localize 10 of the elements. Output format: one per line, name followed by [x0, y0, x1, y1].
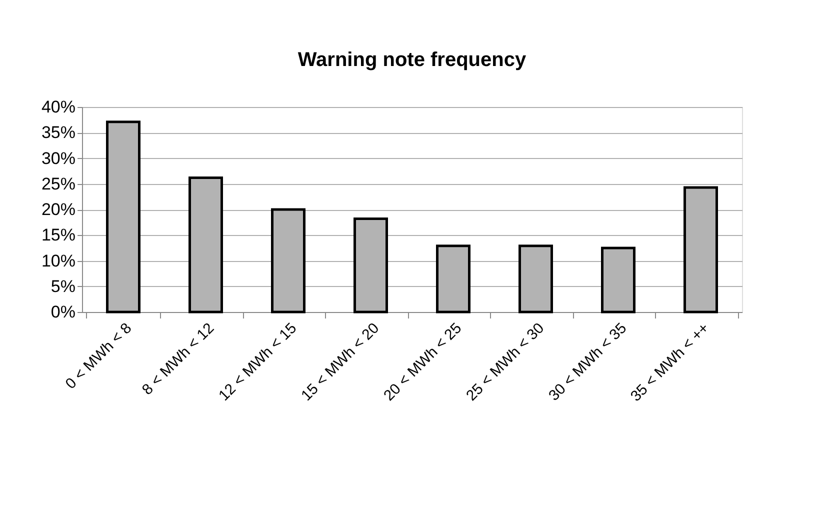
y-tick-label: 5% [50, 276, 76, 296]
y-tick-label: 10% [41, 251, 76, 270]
y-tick-label: 25% [41, 174, 76, 194]
y-tick-label: 40% [41, 98, 76, 116]
y-tick-label: 35% [41, 123, 76, 142]
y-tick-label: 0% [50, 302, 76, 322]
chart-title: Warning note frequency [298, 49, 527, 71]
y-tick-label: 15% [41, 226, 76, 245]
y-tick-label: 30% [41, 148, 76, 168]
y-tick-label: 20% [41, 200, 76, 219]
